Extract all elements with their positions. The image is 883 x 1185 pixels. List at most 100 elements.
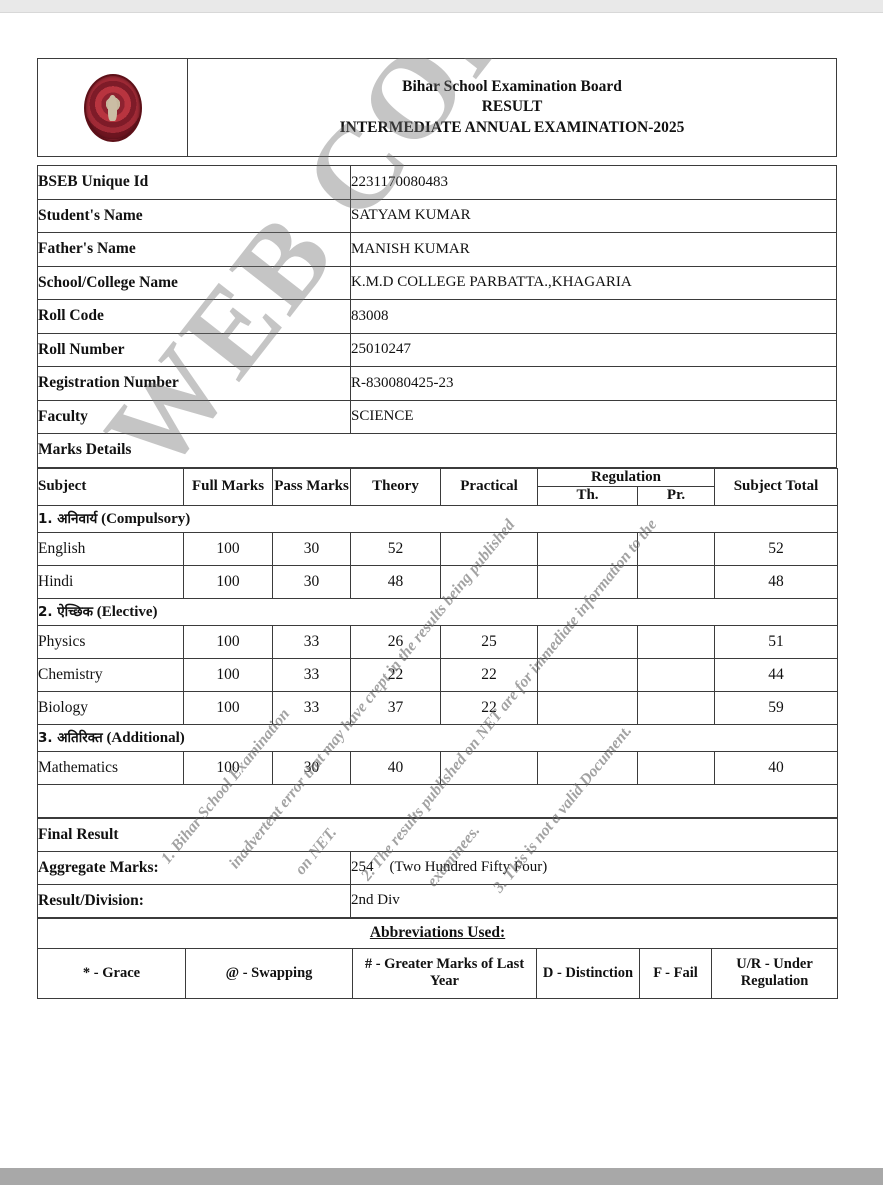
table-row: Physics 100 33 26 25 51 — [37, 624, 839, 659]
theory-marks: 26 — [350, 624, 441, 659]
col-header-subject: Subject — [37, 467, 184, 506]
abbreviation-greater-marks: # - Greater Marks of Last Year — [352, 947, 537, 999]
group-heading-additional: 3. अतिरिक्त (Additional) — [36, 723, 839, 752]
division-value: 2nd Div — [350, 883, 838, 918]
detail-row-faculty: Faculty SCIENCE — [37, 399, 837, 434]
detail-value: K.M.D COLLEGE PARBATTA.,KHAGARIA — [350, 265, 837, 300]
theory-marks: 37 — [350, 690, 441, 725]
subject-name: Chemistry — [37, 657, 184, 692]
group-heading-english: (Additional) — [106, 730, 185, 747]
practical-marks — [440, 531, 538, 566]
final-result-heading-row: Final Result — [37, 817, 838, 852]
full-marks: 100 — [183, 657, 273, 692]
table-row: Mathematics 100 30 40 40 — [37, 750, 839, 785]
practical-marks — [440, 564, 538, 599]
abbreviation-fail: F - Fail — [639, 947, 712, 999]
subject-total: 52 — [714, 531, 839, 566]
pass-marks: 30 — [272, 564, 351, 599]
spacer-cell — [36, 783, 839, 818]
detail-label: BSEB Unique Id — [37, 165, 351, 200]
detail-row-student-name: Student's Name SATYAM KUMAR — [37, 198, 837, 233]
regulation-pr — [636, 750, 716, 785]
aggregate-marks-row: Aggregate Marks: 254 (Two Hundred Fifty F… — [37, 850, 838, 885]
regulation-pr — [636, 564, 716, 599]
detail-label: Student's Name — [37, 198, 351, 233]
aggregate-words: (Two Hundred Fifty Four) — [389, 859, 548, 876]
subject-total: 48 — [714, 564, 839, 599]
subject-total: 59 — [714, 690, 839, 725]
col-header-theory: Theory — [350, 467, 441, 506]
subject-total: 40 — [714, 750, 839, 785]
col-header-regulation-th: Th. — [537, 486, 638, 506]
subject-name: Mathematics — [37, 750, 184, 785]
marks-header-row-1: Subject Full Marks Pass Marks Theory Pra… — [37, 467, 839, 506]
final-result-label: Final Result — [37, 817, 838, 852]
student-details-table: BSEB Unique Id 2231170080483 Student's N… — [37, 165, 837, 468]
group-heading-cell: 2. ऐच्छिक (Elective) — [36, 597, 839, 626]
col-header-practical: Practical — [440, 467, 538, 506]
theory-marks: 22 — [350, 657, 441, 692]
bseb-seal-icon — [83, 73, 142, 142]
detail-row-roll-number: Roll Number 25010247 — [37, 332, 837, 367]
regulation-th — [537, 690, 638, 725]
table-row: Biology 100 33 37 22 59 — [37, 690, 839, 725]
detail-value: SATYAM KUMAR — [350, 198, 837, 233]
group-heading-hindi: 2. ऐच्छिक — [38, 604, 93, 621]
detail-row-marks-details: Marks Details — [37, 433, 837, 468]
theory-marks: 48 — [350, 564, 441, 599]
header-table: Bihar School Examination Board RESULT IN… — [37, 58, 837, 157]
header-row: Bihar School Examination Board RESULT IN… — [37, 58, 837, 157]
window-top-band — [0, 0, 883, 13]
regulation-th — [537, 750, 638, 785]
result-page: Bihar School Examination Board RESULT IN… — [0, 13, 883, 1168]
regulation-th — [537, 657, 638, 692]
detail-value: 2231170080483 — [350, 165, 837, 200]
subject-name: Biology — [37, 690, 184, 725]
col-header-regulation-pr: Pr. — [636, 486, 716, 506]
col-header-regulation: Regulation — [536, 467, 716, 488]
full-marks: 100 — [183, 690, 273, 725]
col-header-subject-total: Subject Total — [714, 467, 839, 506]
aggregate-marks-label: Aggregate Marks: — [37, 850, 351, 885]
aggregate-number: 254 — [351, 859, 374, 876]
regulation-pr — [636, 624, 716, 659]
detail-label: Faculty — [37, 399, 351, 434]
regulation-pr — [636, 531, 716, 566]
detail-value: 83008 — [350, 299, 837, 334]
regulation-pr — [636, 657, 716, 692]
abbreviations-table: Abbreviations Used: * - Grace @ - Swappi… — [36, 917, 839, 999]
division-label: Result/Division: — [37, 883, 351, 918]
practical-marks: 22 — [440, 690, 538, 725]
abbreviation-distinction: D - Distinction — [536, 947, 640, 999]
detail-value: R-830080425-23 — [350, 366, 837, 401]
result-sheet: Bihar School Examination Board RESULT IN… — [36, 58, 839, 999]
practical-marks: 22 — [440, 657, 538, 692]
board-name: Bihar School Examination Board — [402, 77, 622, 95]
detail-row-unique-id: BSEB Unique Id 2231170080483 — [37, 165, 837, 200]
subject-name: Physics — [37, 624, 184, 659]
window-bottom-band — [0, 1168, 883, 1185]
group-heading-hindi: 1. अनिवार्य — [38, 511, 98, 528]
group-heading-cell: 1. अनिवार्य (Compulsory) — [36, 504, 839, 533]
detail-value: 25010247 — [350, 332, 837, 367]
subject-name: Hindi — [37, 564, 184, 599]
detail-value: SCIENCE — [350, 399, 837, 434]
full-marks: 100 — [183, 564, 273, 599]
full-marks: 100 — [183, 624, 273, 659]
aggregate-marks-value: 254 (Two Hundred Fifty Four) — [350, 850, 838, 885]
pass-marks: 33 — [272, 624, 351, 659]
detail-row-school-name: School/College Name K.M.D COLLEGE PARBAT… — [37, 265, 837, 300]
group-heading-elective: 2. ऐच्छिक (Elective) — [36, 597, 839, 626]
result-label: RESULT — [481, 98, 543, 116]
subject-total: 51 — [714, 624, 839, 659]
full-marks: 100 — [183, 531, 273, 566]
detail-row-registration-number: Registration Number R-830080425-23 — [37, 366, 837, 401]
detail-value: MANISH KUMAR — [350, 232, 837, 267]
regulation-th — [537, 624, 638, 659]
subject-total: 44 — [714, 657, 839, 692]
detail-row-father-name: Father's Name MANISH KUMAR — [37, 232, 837, 267]
detail-label: School/College Name — [37, 265, 351, 300]
pass-marks: 30 — [272, 531, 351, 566]
abbreviations-title: Abbreviations Used: — [36, 917, 839, 949]
group-heading-compulsory: 1. अनिवार्य (Compulsory) — [36, 504, 839, 533]
